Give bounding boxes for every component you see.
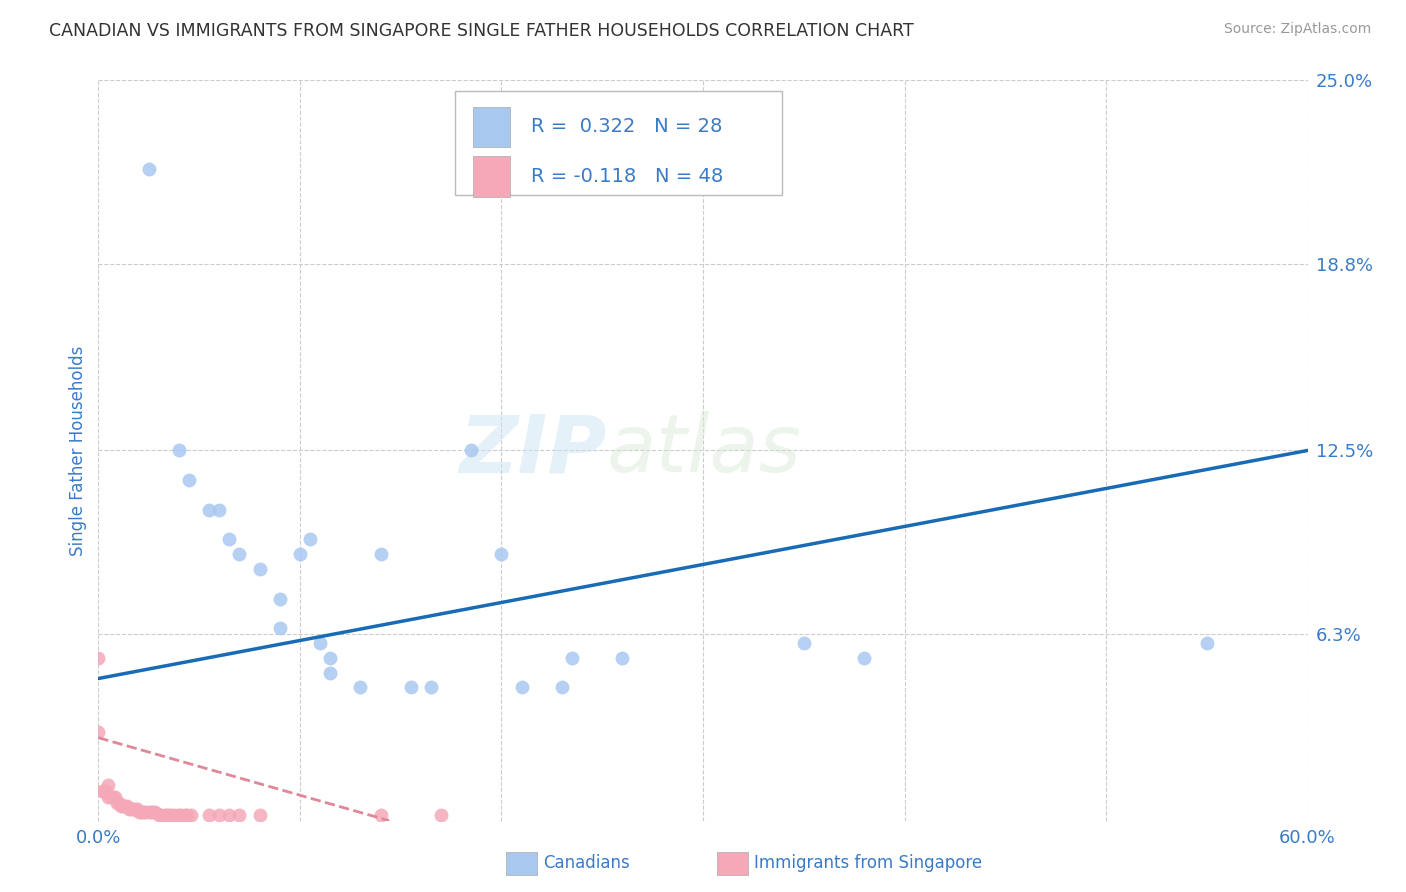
Point <box>228 807 250 822</box>
Point <box>121 802 143 816</box>
Point <box>249 807 271 822</box>
Bar <box>474 106 509 147</box>
Point <box>103 789 125 804</box>
Point <box>87 650 110 665</box>
Point <box>132 805 155 819</box>
Point <box>198 502 221 516</box>
Point <box>96 784 118 798</box>
FancyBboxPatch shape <box>456 91 782 195</box>
Point <box>149 807 172 822</box>
Point <box>319 650 342 665</box>
Point <box>319 665 342 680</box>
Point <box>853 650 876 665</box>
Point <box>128 805 150 819</box>
Point <box>125 802 148 816</box>
Point <box>208 502 231 516</box>
Point <box>551 681 574 695</box>
Point <box>269 621 291 635</box>
Point <box>139 805 162 819</box>
Point <box>612 650 634 665</box>
Text: Canadians: Canadians <box>543 855 630 872</box>
Point <box>208 807 231 822</box>
Text: Immigrants from Singapore: Immigrants from Singapore <box>754 855 981 872</box>
Point <box>124 802 146 816</box>
Point <box>420 681 443 695</box>
Point <box>170 807 193 822</box>
Point <box>148 807 170 822</box>
Point <box>93 784 115 798</box>
Point <box>309 636 332 650</box>
Point <box>167 807 190 822</box>
Point <box>299 533 322 547</box>
Point <box>176 807 198 822</box>
Point <box>143 805 166 819</box>
Point <box>163 807 186 822</box>
Text: CANADIAN VS IMMIGRANTS FROM SINGAPORE SINGLE FATHER HOUSEHOLDS CORRELATION CHART: CANADIAN VS IMMIGRANTS FROM SINGAPORE SI… <box>49 22 914 40</box>
Point <box>349 681 371 695</box>
Bar <box>474 156 509 197</box>
Text: R =  0.322   N = 28: R = 0.322 N = 28 <box>531 118 723 136</box>
Point <box>97 789 120 804</box>
Point <box>370 807 392 822</box>
Point <box>91 784 114 798</box>
Point <box>115 798 138 813</box>
Point <box>218 807 240 822</box>
Point <box>87 724 110 739</box>
Point <box>101 789 124 804</box>
Point <box>460 443 482 458</box>
Point <box>510 681 533 695</box>
Point <box>160 807 183 822</box>
Point <box>153 807 176 822</box>
Point <box>107 796 129 810</box>
Point <box>138 162 160 177</box>
Point <box>167 443 190 458</box>
Point <box>218 533 240 547</box>
Point <box>129 805 152 819</box>
Point <box>142 805 165 819</box>
Point <box>105 796 128 810</box>
Point <box>97 778 120 792</box>
Point <box>110 798 132 813</box>
Point <box>120 802 142 816</box>
Point <box>399 681 422 695</box>
Point <box>138 805 160 819</box>
Point <box>134 805 156 819</box>
Point <box>1195 636 1218 650</box>
Point <box>156 807 179 822</box>
Text: R = -0.118   N = 48: R = -0.118 N = 48 <box>531 167 724 186</box>
Point <box>114 798 136 813</box>
Y-axis label: Single Father Households: Single Father Households <box>69 345 87 556</box>
Point <box>370 547 392 561</box>
Point <box>249 562 271 576</box>
Point <box>180 807 202 822</box>
Text: Source: ZipAtlas.com: Source: ZipAtlas.com <box>1223 22 1371 37</box>
Point <box>179 473 201 487</box>
Point <box>561 650 583 665</box>
Point <box>228 547 250 561</box>
Point <box>157 807 180 822</box>
Point <box>491 547 513 561</box>
Text: atlas: atlas <box>606 411 801 490</box>
Text: ZIP: ZIP <box>458 411 606 490</box>
Point <box>269 591 291 606</box>
Point <box>111 798 134 813</box>
Point <box>430 807 453 822</box>
Point <box>198 807 221 822</box>
Point <box>288 547 311 561</box>
Point <box>100 789 122 804</box>
Point <box>118 802 141 816</box>
Point <box>793 636 815 650</box>
Point <box>174 807 197 822</box>
